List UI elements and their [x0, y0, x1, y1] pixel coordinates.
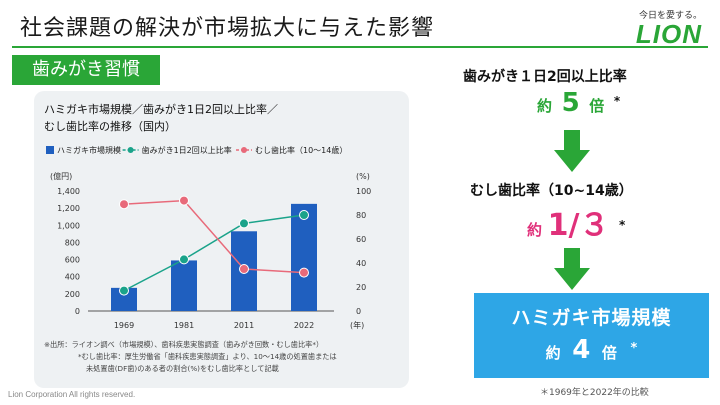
- chart-card: ハミガキ市場規模／歯みがき1日2回以上比率／ むし歯比率の推移（国内） ハミガキ…: [34, 91, 409, 388]
- chart-title: ハミガキ市場規模／歯みがき1日2回以上比率／: [44, 102, 278, 116]
- brushing-stat-title: 歯みがき１日2回以上比率: [463, 69, 627, 85]
- series-point: [119, 285, 129, 296]
- market-mark: *: [630, 340, 638, 356]
- legend-swatch-dot: [241, 147, 247, 153]
- y-right-tick-label: 0: [356, 307, 361, 316]
- y-left-tick-label: 600: [65, 256, 80, 265]
- x-tick-label: 1981: [174, 321, 194, 330]
- caries-mark: *: [619, 217, 626, 232]
- series-point: [239, 264, 249, 274]
- bar: [111, 287, 137, 311]
- legend-label: 歯みがき1日2回以上比率: [142, 145, 232, 155]
- chart-note: 未処置歯(DF歯)のある者の割合(%)をむし歯比率として記載: [86, 364, 279, 373]
- y-left-tick-label: 200: [65, 290, 80, 299]
- series-line: [123, 214, 305, 292]
- title-divider: [12, 46, 708, 48]
- legend-label: むし歯比率（10〜14歳）: [255, 145, 347, 155]
- page-title: 社会課題の解決が市場拡大に与えた影響: [20, 16, 435, 41]
- market-stat-value: 約 4 倍 *: [474, 335, 709, 365]
- y-left-tick-label: 1,400: [57, 187, 80, 196]
- x-unit: (年): [350, 320, 364, 330]
- chart-axes: 0 200 400 600 800 1,000 1,200 1,400 0 20 40 60 80 100…: [57, 187, 371, 330]
- market-size-box: ハミガキ市場規模 約 4 倍 *: [474, 293, 709, 378]
- chart-svg: ハミガキ市場規模／歯みがき1日2回以上比率／ むし歯比率の推移（国内） ハミガキ…: [44, 102, 371, 373]
- legend-swatch-dot: [127, 147, 134, 153]
- y-left-tick-label: 400: [65, 273, 80, 282]
- market-number: 4: [572, 335, 591, 365]
- y-right-tick-label: 60: [356, 235, 366, 244]
- x-tick-label: 2022: [294, 321, 314, 330]
- x-tick-label: 2011: [234, 321, 254, 330]
- caries-prefix: 約: [527, 221, 543, 239]
- logo-tagline: 今日を愛する。: [638, 11, 702, 21]
- series-point: [119, 199, 129, 210]
- bar: [171, 260, 197, 311]
- comparison-footnote: ＊1969年と2022年の比較: [540, 388, 649, 398]
- brushing-suffix: 倍: [589, 97, 605, 115]
- series-point: [179, 195, 189, 206]
- y-right-tick-label: 100: [356, 187, 371, 196]
- lion-logo: 今日を愛する。 LION: [636, 8, 702, 47]
- down-arrow-icon: [554, 130, 590, 172]
- brushing-prefix: 約: [537, 97, 553, 115]
- caries-number: 1/３: [547, 208, 610, 243]
- y-right-tick-label: 40: [356, 259, 366, 268]
- chart-notes: ※出所：ライオン調べ（市場規模）、歯科疾患実態調査（歯みがき回数・むし歯比率*）…: [44, 340, 337, 373]
- series-point: [299, 267, 309, 278]
- series-point: [299, 210, 309, 220]
- chart-note: *むし歯比率：厚生労働省「歯科疾患実態調査」より、10～14歳の処置歯または: [78, 352, 337, 361]
- market-stat-title: ハミガキ市場規模: [511, 307, 672, 329]
- y-left-unit: (億円): [50, 171, 72, 181]
- brushing-mark: *: [613, 93, 621, 108]
- y-left-tick-label: 800: [65, 238, 80, 247]
- chart-lines: [119, 195, 309, 296]
- legend-swatch-bar: [46, 146, 54, 154]
- down-arrow-icon: [554, 248, 590, 290]
- y-right-tick-label: 20: [356, 283, 366, 292]
- legend-label: ハミガキ市場規模: [57, 145, 121, 155]
- y-right-tick-label: 80: [356, 211, 366, 220]
- y-left-tick-label: 1,000: [57, 221, 80, 230]
- series-line: [123, 199, 305, 274]
- series-point: [179, 254, 189, 265]
- caries-stat-title: むし歯比率（10~14歳）: [470, 183, 633, 199]
- caries-stat-value: 約 1/３ *: [527, 200, 625, 244]
- series-point: [239, 218, 249, 229]
- chart-bars: [111, 203, 317, 311]
- y-left-tick-label: 1,200: [57, 204, 80, 213]
- bar: [291, 203, 317, 311]
- market-prefix: 約: [545, 344, 561, 362]
- brushing-number: 5: [561, 88, 580, 118]
- chart-legend: ハミガキ市場規模 歯みがき1日2回以上比率 むし歯比率（10〜14歳）: [46, 145, 347, 155]
- logo-text: LION: [635, 19, 702, 49]
- x-tick-label: 1969: [114, 321, 134, 330]
- copyright: Lion Corporation All rights reserved.: [8, 390, 136, 399]
- y-right-unit: (%): [356, 172, 370, 181]
- market-suffix: 倍: [601, 344, 617, 362]
- y-left-tick-label: 0: [75, 307, 80, 316]
- section-label: 歯みがき習慣: [12, 55, 160, 85]
- chart-subtitle: むし歯比率の推移（国内）: [44, 119, 176, 133]
- brushing-stat-value: 約 5 倍 *: [537, 88, 620, 118]
- chart-note: ※出所：ライオン調べ（市場規模）、歯科疾患実態調査（歯みがき回数・むし歯比率*）: [44, 340, 323, 349]
